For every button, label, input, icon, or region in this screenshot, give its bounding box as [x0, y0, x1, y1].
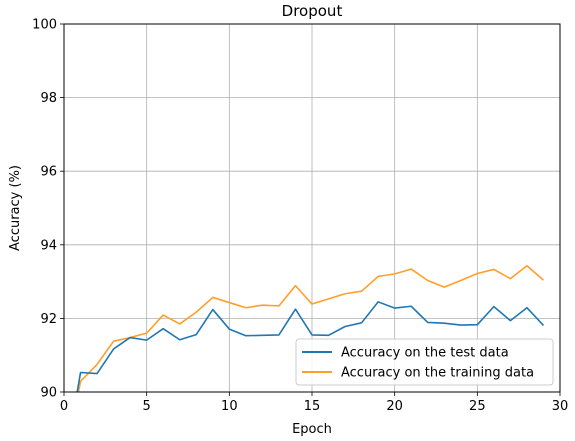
- legend-label-training: Accuracy on the training data: [341, 366, 534, 381]
- x-tick-label: 10: [221, 399, 238, 414]
- x-tick-label: 15: [304, 399, 321, 414]
- y-tick-label: 100: [32, 18, 57, 33]
- y-tick-label: 92: [40, 312, 57, 327]
- y-tick-label: 98: [40, 91, 57, 106]
- x-axis-label: Epoch: [292, 422, 332, 437]
- legend: Accuracy on the test data Accuracy on th…: [296, 339, 553, 385]
- y-tick-label: 96: [40, 165, 57, 180]
- x-tick-label: 30: [552, 399, 569, 414]
- x-tick-label: 20: [386, 399, 403, 414]
- x-tick-label: 0: [60, 399, 68, 414]
- grid-lines: [64, 24, 560, 392]
- y-tick-label: 94: [40, 238, 57, 253]
- y-tick-label: 90: [40, 386, 57, 401]
- y-axis-label: Accuracy (%): [8, 165, 23, 251]
- x-tick-label: 25: [469, 399, 486, 414]
- legend-label-test: Accuracy on the test data: [341, 346, 509, 361]
- x-tick-label: 5: [143, 399, 151, 414]
- chart-title: Dropout: [282, 2, 343, 20]
- y-axis-ticks: 90 92 94 96 98 100: [32, 18, 64, 401]
- x-axis-ticks: 0 5 10 15 20 25 30: [60, 392, 568, 414]
